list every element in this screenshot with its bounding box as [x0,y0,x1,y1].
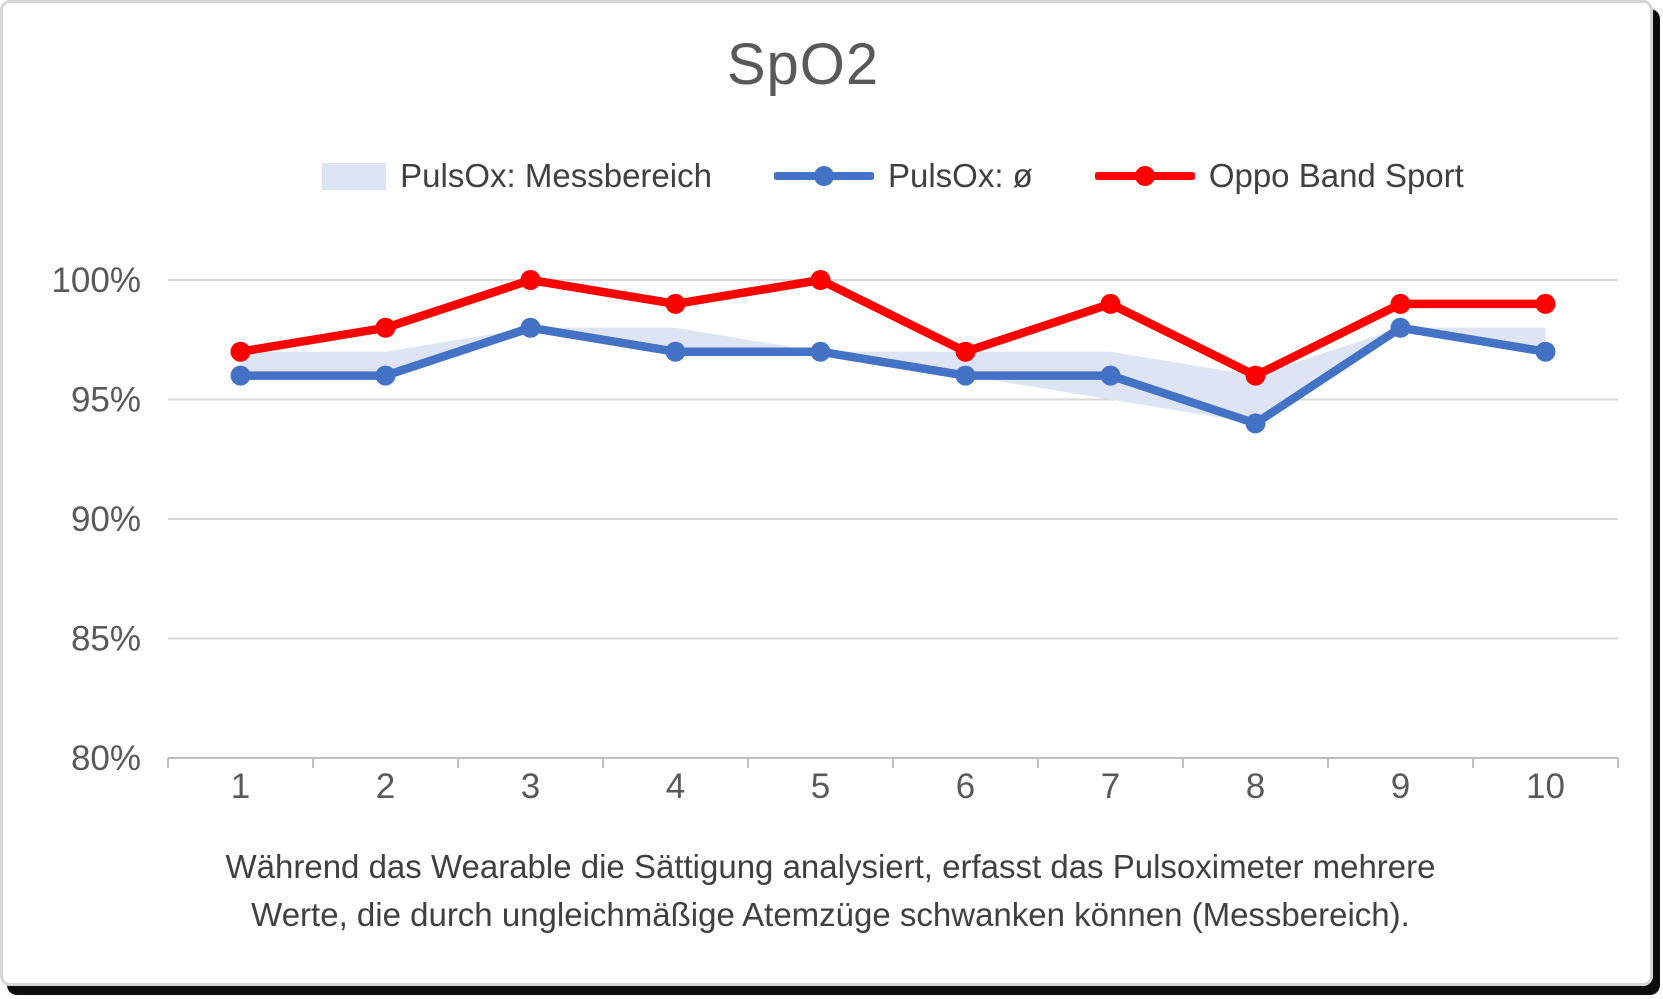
x-tick-label: 5 [811,767,830,806]
x-tick-label: 6 [956,767,975,806]
legend-item-oppo-band: Oppo Band Sport [1094,157,1464,195]
data-point [665,293,686,314]
data-point [230,365,251,386]
data-point [1245,365,1266,386]
data-point [1100,293,1121,314]
legend-label: PulsOx: ø [887,157,1033,194]
data-point [1245,413,1266,434]
y-tick-label: 100% [51,261,141,300]
data-point [1535,341,1556,362]
data-point [230,341,251,362]
caption-line-1: Während das Wearable die Sättigung analy… [225,848,1436,885]
x-tick-label: 7 [1101,767,1120,806]
legend-label: Oppo Band Sport [1208,157,1464,194]
chart-legend: PulsOx: Messbereich PulsOx: ø Oppo Band … [168,153,1618,199]
legend-item-messbereich: PulsOx: Messbereich [322,157,712,195]
band-swatch-icon [322,162,387,190]
data-point [1390,293,1411,314]
data-point [810,341,831,362]
x-tick-label: 8 [1246,767,1265,806]
data-point [375,365,396,386]
y-tick-label: 90% [71,500,141,539]
caption-line-2: Werte, die durch ungleichmäßige Atemzüge… [251,896,1410,933]
data-point [665,341,686,362]
data-point [955,341,976,362]
x-tick-label: 3 [521,767,540,806]
y-tick-label: 85% [71,620,141,659]
data-point [1100,365,1121,386]
data-point [520,317,541,338]
plot-line-pulsox- [236,323,1550,428]
chart-title: SpO2 [726,32,880,97]
data-point [520,270,541,290]
line-marker-swatch-icon [773,166,874,186]
data-point [1390,317,1411,338]
line-marker-swatch-icon [1094,166,1195,186]
legend-item-pulsox-avg: PulsOx: ø [773,157,1033,195]
y-tick-label: 95% [71,381,141,420]
y-tick-label: 80% [71,739,141,778]
x-tick-label: 10 [1526,767,1565,806]
x-tick-label: 2 [376,767,395,806]
chart-plot-area: 100% 95% 90% 85% 80% 1 2 3 4 5 6 7 8 9 10 [51,261,1619,806]
chart-caption: Während das Wearable die Sättigung analy… [3,843,1650,939]
legend-label: PulsOx: Messbereich [400,157,712,194]
data-point [1535,293,1556,314]
x-tick-label: 1 [231,767,250,806]
data-point [810,270,831,290]
data-point [955,365,976,386]
x-tick-label: 9 [1391,767,1410,806]
plot-line-oppo-band-sport [236,275,1550,380]
band-area-messbereich [240,327,1546,424]
x-tick-label: 4 [666,767,685,806]
data-point [375,317,396,338]
